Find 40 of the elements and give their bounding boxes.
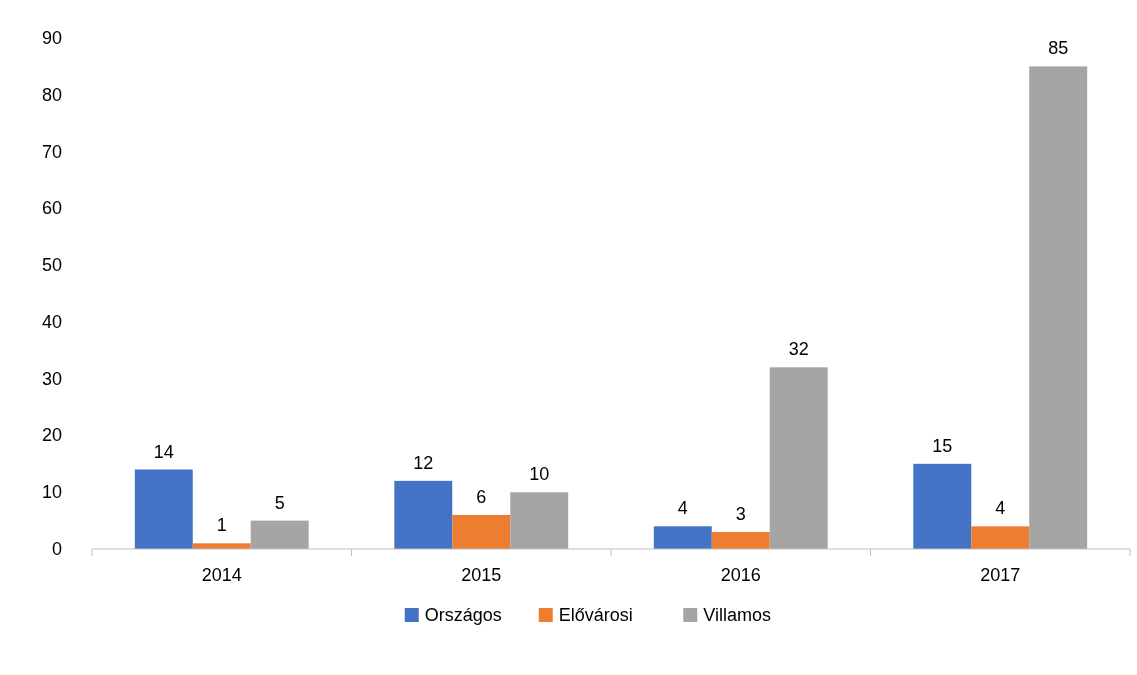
bar bbox=[769, 367, 828, 549]
y-tick-label: 90 bbox=[41, 28, 62, 48]
x-tick-label: 2016 bbox=[720, 565, 761, 585]
x-tick-label: 2017 bbox=[980, 565, 1021, 585]
y-tick-label: 80 bbox=[41, 84, 62, 105]
data-label: 32 bbox=[788, 339, 809, 360]
y-tick-label: 20 bbox=[41, 425, 62, 446]
y-tick-label: 0 bbox=[51, 539, 62, 559]
bar bbox=[711, 531, 770, 549]
x-tick-label: 2014 bbox=[201, 565, 242, 585]
data-label: 5 bbox=[274, 492, 285, 513]
data-label: 4 bbox=[677, 498, 688, 519]
data-label: 1 bbox=[216, 515, 227, 536]
bar bbox=[250, 520, 309, 549]
bar bbox=[510, 492, 569, 549]
bar bbox=[452, 514, 511, 549]
y-tick-label: 50 bbox=[41, 255, 62, 276]
data-label: 15 bbox=[932, 435, 953, 456]
legend-label: Elővárosi bbox=[558, 605, 633, 625]
data-label: 10 bbox=[529, 464, 550, 485]
legend-label: Villamos bbox=[703, 605, 771, 625]
y-tick-label: 30 bbox=[41, 368, 62, 389]
data-label: 3 bbox=[735, 503, 746, 524]
y-tick-label: 60 bbox=[41, 198, 62, 219]
bar bbox=[653, 526, 712, 549]
bar bbox=[913, 463, 972, 549]
legend-label: Országos bbox=[424, 605, 502, 625]
data-label: 4 bbox=[995, 498, 1006, 519]
data-label: 12 bbox=[413, 452, 434, 473]
y-tick-label: 70 bbox=[41, 141, 62, 162]
y-tick-label: 40 bbox=[41, 311, 62, 332]
data-label: 14 bbox=[153, 441, 174, 462]
bar bbox=[1029, 66, 1088, 549]
bar bbox=[394, 480, 453, 549]
bar bbox=[971, 526, 1030, 549]
data-label: 85 bbox=[1048, 38, 1069, 59]
data-label: 6 bbox=[476, 486, 487, 507]
x-tick-label: 2015 bbox=[461, 565, 502, 585]
bar bbox=[134, 469, 193, 549]
y-tick-label: 10 bbox=[41, 482, 62, 503]
